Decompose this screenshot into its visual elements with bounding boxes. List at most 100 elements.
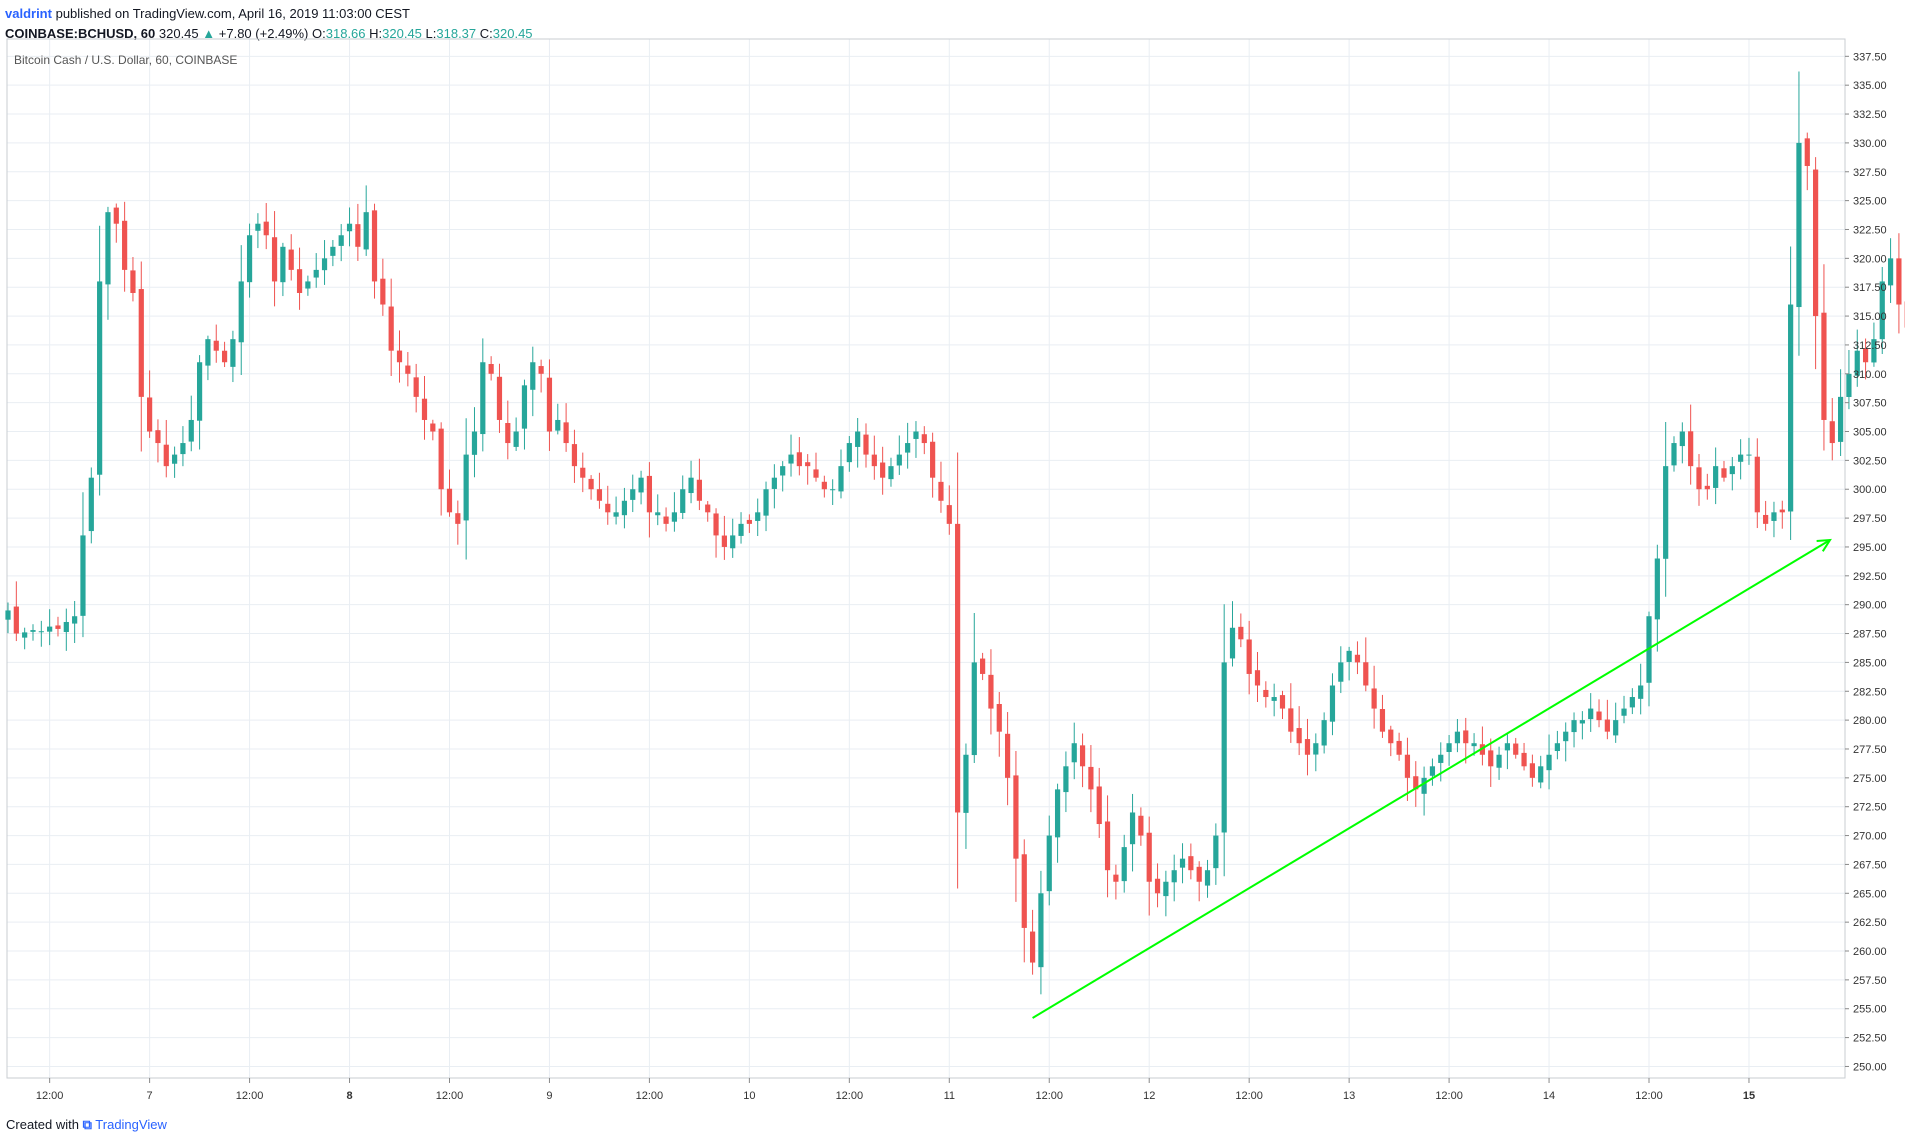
candle: [13, 581, 19, 642]
candle: [946, 485, 952, 535]
candle: [1829, 398, 1835, 461]
candle: [1238, 613, 1244, 648]
candle-body: [463, 454, 469, 521]
candle: [1138, 807, 1144, 846]
candle-body: [413, 377, 419, 397]
candle: [513, 417, 519, 451]
y-tick-label: 325.00: [1853, 196, 1887, 208]
candle: [1846, 349, 1852, 410]
candle-body: [1579, 720, 1585, 724]
candle-body: [905, 443, 911, 453]
candle-body: [255, 223, 261, 231]
candle: [621, 487, 628, 529]
tradingview-link[interactable]: TradingView: [95, 1117, 167, 1132]
candle: [1529, 754, 1535, 787]
candle-body: [913, 431, 919, 439]
candle: [1496, 746, 1502, 780]
candle: [1254, 652, 1261, 703]
footer: Created with ⧉ TradingView: [6, 1117, 167, 1133]
candle: [22, 627, 28, 650]
candle: [1146, 816, 1152, 916]
trend-line[interactable]: [1032, 539, 1831, 1019]
candle: [1679, 422, 1685, 464]
candle-body: [1887, 258, 1894, 286]
candle: [1729, 457, 1735, 491]
candle: [338, 224, 344, 262]
candle-body: [246, 235, 253, 283]
candle-body: [1496, 754, 1502, 768]
candle-body: [1263, 689, 1269, 698]
candle: [571, 429, 578, 483]
candle: [1571, 712, 1577, 748]
author-link[interactable]: valdrint: [5, 6, 52, 21]
candle-body: [363, 212, 369, 250]
y-tick-label: 317.50: [1853, 282, 1887, 294]
change-arrow-icon: ▲: [202, 26, 216, 41]
candle-body: [780, 466, 786, 476]
y-tick-label: 257.50: [1853, 975, 1887, 987]
candle: [1454, 719, 1461, 753]
low-value: 318.37: [436, 26, 477, 41]
candle: [938, 461, 944, 513]
y-tick-label: 265.00: [1853, 888, 1887, 900]
candle: [846, 436, 852, 472]
candle-body: [563, 422, 569, 444]
candle-body: [680, 489, 686, 513]
candle: [521, 379, 528, 450]
candle-body: [1688, 431, 1694, 467]
price-axis[interactable]: 250.00 252.50 255.00 257.50 260.00 262.50 265.…: [1845, 51, 1887, 1073]
candle-body: [371, 210, 378, 282]
candle: [930, 432, 936, 498]
candle: [1096, 767, 1102, 838]
candle: [1663, 421, 1669, 597]
candle: [1104, 795, 1111, 898]
candle: [1746, 437, 1752, 465]
candle: [580, 452, 586, 493]
x-tick-label: 7: [147, 1090, 153, 1102]
candle-body: [1196, 866, 1202, 882]
candle-body: [1329, 685, 1336, 722]
candle-body: [1354, 654, 1361, 663]
candle-body: [1504, 743, 1510, 751]
candle: [1554, 730, 1560, 760]
candle: [438, 422, 444, 516]
candle: [1063, 751, 1069, 813]
candle: [255, 213, 261, 249]
candle-body: [596, 489, 603, 501]
candle-body: [1429, 766, 1436, 776]
x-tick-label: 9: [546, 1090, 552, 1102]
candle: [838, 449, 844, 499]
symbol-label: COINBASE:BCHUSD, 60: [5, 26, 156, 41]
candle: [1613, 702, 1619, 743]
candle-body: [1071, 743, 1077, 763]
candle-body: [1388, 729, 1394, 744]
time-axis[interactable]: 12:00 7 12:00 8 12:00 9 12:00 10 12:00 11 12:00 12 1…: [36, 1078, 1755, 1102]
candle: [1113, 864, 1119, 900]
candle-body: [1788, 304, 1794, 512]
candle-body: [321, 258, 328, 271]
candle-body: [1038, 893, 1044, 968]
candle-body: [1738, 454, 1744, 462]
candle-body: [405, 365, 411, 374]
x-tick-label: 11: [944, 1090, 955, 1102]
candle-body: [613, 512, 619, 517]
candle: [1862, 338, 1869, 380]
x-tick-label: 12:00: [36, 1090, 64, 1102]
candle: [1813, 157, 1819, 370]
low-label: L:: [425, 26, 437, 41]
candle-body: [688, 477, 694, 494]
candle-body: [1204, 870, 1211, 886]
candle-body: [746, 519, 752, 524]
candle: [1504, 733, 1510, 770]
y-tick-label: 277.50: [1853, 744, 1887, 756]
candle-body: [946, 505, 952, 524]
candle-body: [938, 481, 944, 501]
candle-body: [1154, 878, 1161, 894]
candle-body: [805, 462, 811, 467]
candle-body: [771, 477, 777, 489]
candle: [1396, 732, 1402, 761]
candle: [1329, 673, 1336, 736]
candle-body: [1829, 421, 1835, 444]
candle: [1546, 734, 1552, 790]
